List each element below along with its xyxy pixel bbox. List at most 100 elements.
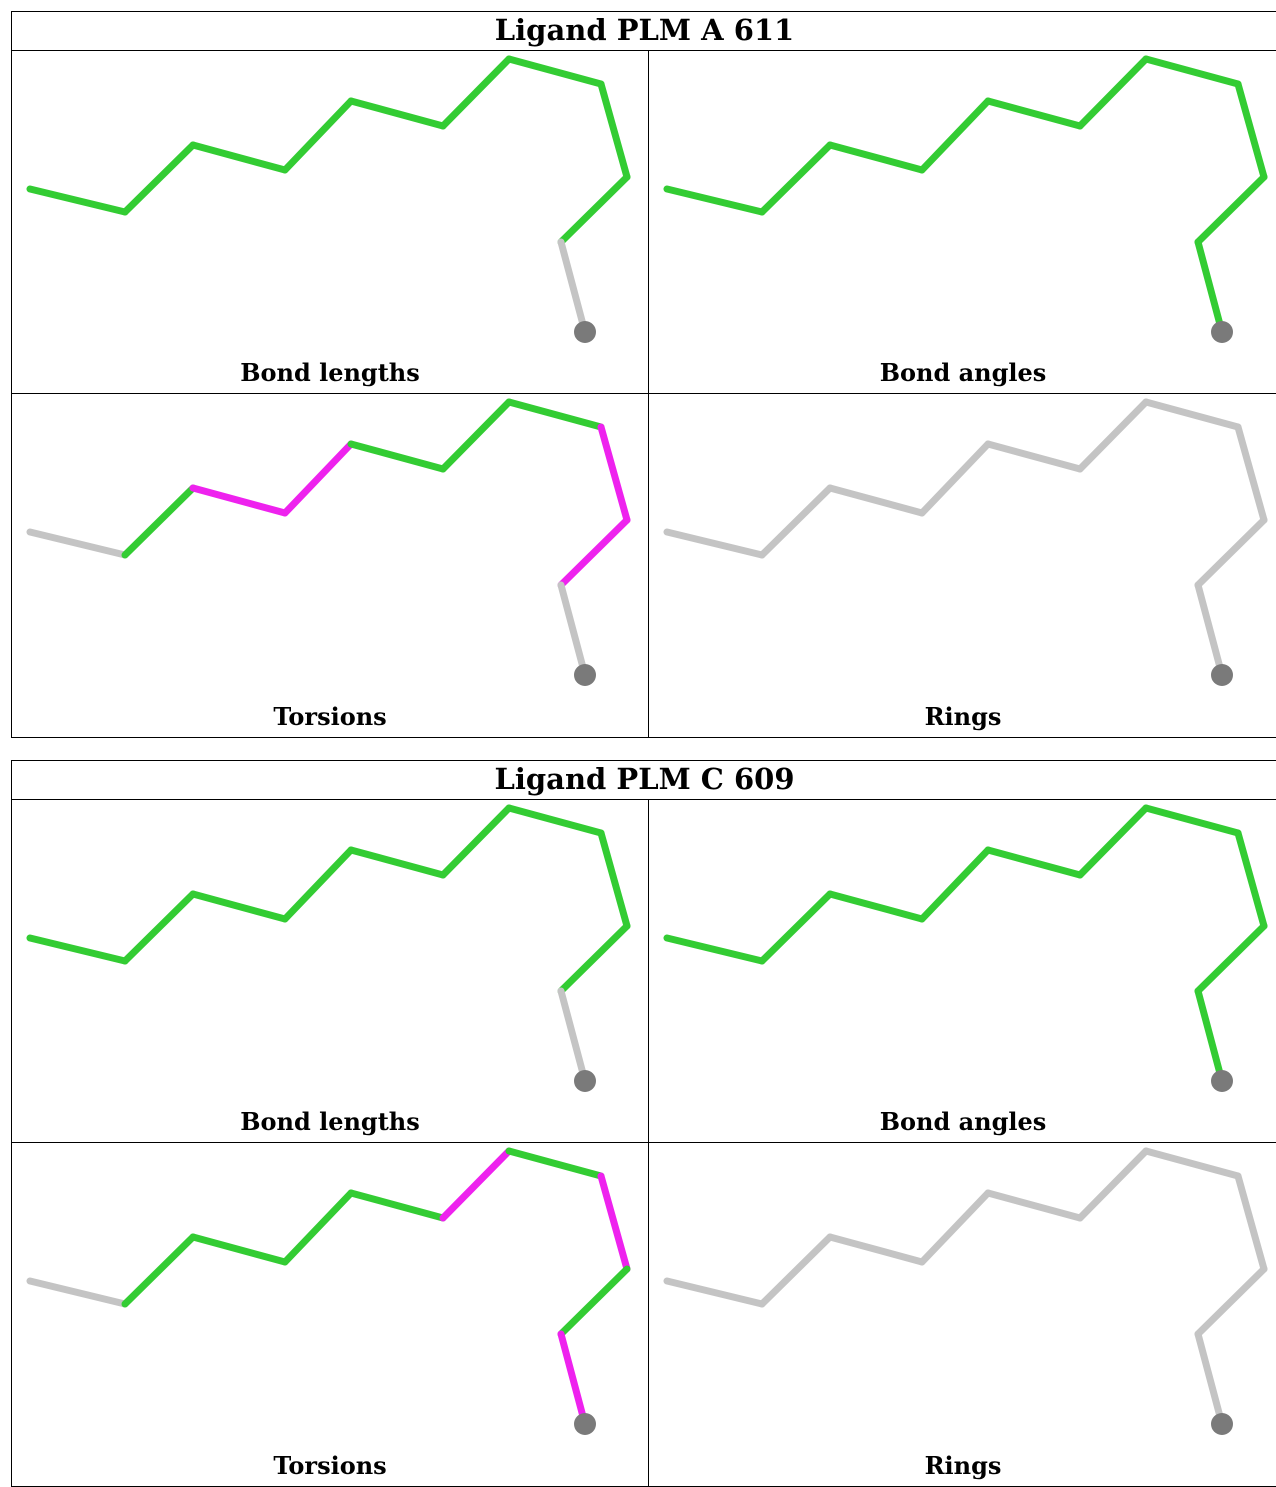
bond-5 — [984, 440, 1084, 473]
bond-4 — [281, 440, 355, 517]
molecule-view — [26, 1147, 631, 1435]
bond-4 — [918, 1189, 992, 1266]
bond-9 — [1194, 922, 1268, 995]
bond-10 — [557, 581, 589, 679]
bond-4 — [918, 846, 992, 923]
bond-5 — [347, 97, 447, 130]
bond-1 — [663, 1277, 766, 1308]
bond-2 — [121, 890, 197, 965]
molecule-view — [663, 55, 1268, 343]
bond-8 — [597, 80, 631, 181]
bond-8 — [597, 1172, 631, 1273]
bond-10 — [1194, 987, 1226, 1085]
bond-8 — [1234, 423, 1268, 524]
bond-5 — [347, 846, 447, 879]
bond-2 — [121, 484, 197, 559]
bond-9 — [1194, 516, 1268, 589]
bond-7 — [505, 804, 605, 837]
bond-7 — [1142, 55, 1242, 88]
bond-3 — [189, 141, 289, 174]
molecule-view — [26, 804, 631, 1092]
bond-10 — [557, 238, 589, 336]
bond-6 — [439, 804, 513, 879]
terminal-atom — [1211, 321, 1233, 343]
bond-4 — [918, 440, 992, 517]
ligand-table-2: Ligand PLM C 609 Bond lengths Bond angle… — [11, 760, 1276, 1487]
bond-4 — [281, 1189, 355, 1266]
bond-9 — [557, 173, 631, 246]
terminal-atom — [1211, 1413, 1233, 1435]
bond-6 — [439, 398, 513, 473]
ligand-title: Ligand PLM C 609 — [12, 761, 1276, 800]
bond-3 — [189, 1233, 289, 1266]
molecule-view — [663, 804, 1268, 1092]
panel-label: Bond angles — [879, 1107, 1047, 1136]
terminal-atom — [574, 1413, 596, 1435]
panel-label: Rings — [924, 702, 1002, 731]
molecule-view — [26, 55, 631, 343]
bond-10 — [1194, 238, 1226, 336]
terminal-atom — [1211, 1070, 1233, 1092]
bond-2 — [758, 484, 834, 559]
bond-10 — [557, 987, 589, 1085]
bond-9 — [557, 516, 631, 589]
bond-7 — [1142, 1147, 1242, 1180]
bond-10 — [1194, 581, 1226, 679]
bond-1 — [663, 528, 766, 559]
terminal-atom — [574, 664, 596, 686]
molecule-view — [26, 398, 631, 686]
bond-6 — [1076, 804, 1150, 879]
bond-10 — [557, 1330, 589, 1428]
panel-rings: Rings — [649, 1143, 1276, 1487]
panel-label: Bond lengths — [240, 358, 420, 387]
bond-5 — [984, 846, 1084, 879]
ligand-title: Ligand PLM A 611 — [12, 12, 1276, 51]
bond-4 — [281, 97, 355, 174]
panel-rings: Rings — [649, 394, 1276, 738]
bond-1 — [663, 185, 766, 216]
bond-8 — [597, 829, 631, 930]
bond-9 — [1194, 1265, 1268, 1338]
bond-10 — [1194, 1330, 1226, 1428]
bond-2 — [121, 141, 197, 216]
panel-label: Bond angles — [879, 358, 1047, 387]
panel-bond-angles: Bond angles — [649, 51, 1276, 394]
bond-7 — [1142, 804, 1242, 837]
bond-3 — [189, 890, 289, 923]
bond-7 — [1142, 398, 1242, 431]
bond-1 — [26, 528, 129, 559]
panel-torsions: Torsions — [12, 1143, 649, 1487]
bond-2 — [758, 141, 834, 216]
bond-2 — [121, 1233, 197, 1308]
bond-6 — [439, 55, 513, 130]
bond-6 — [1076, 55, 1150, 130]
bond-7 — [505, 398, 605, 431]
bond-2 — [758, 1233, 834, 1308]
bond-4 — [281, 846, 355, 923]
bond-6 — [1076, 1147, 1150, 1222]
bond-3 — [826, 141, 926, 174]
bond-2 — [758, 890, 834, 965]
bond-3 — [826, 484, 926, 517]
bond-1 — [26, 185, 129, 216]
terminal-atom — [574, 321, 596, 343]
panel-bond-lengths: Bond lengths — [12, 51, 649, 394]
bond-3 — [189, 484, 289, 517]
bond-6 — [1076, 398, 1150, 473]
panel-bond-angles: Bond angles — [649, 800, 1276, 1143]
bond-1 — [663, 934, 766, 965]
terminal-atom — [1211, 664, 1233, 686]
bond-6 — [439, 1147, 513, 1222]
bond-7 — [505, 1147, 605, 1180]
bond-1 — [26, 934, 129, 965]
bond-9 — [557, 1265, 631, 1338]
molecule-view — [663, 1147, 1268, 1435]
bond-1 — [26, 1277, 129, 1308]
bond-9 — [1194, 173, 1268, 246]
ligand-table-1: Ligand PLM A 611 Bond lengths Bond angle… — [11, 11, 1276, 738]
panel-torsions: Torsions — [12, 394, 649, 738]
panel-grid: Bond lengths Bond angles Torsions Rings — [12, 800, 1276, 1487]
panel-grid: Bond lengths Bond angles Torsions Rings — [12, 51, 1276, 738]
bond-5 — [347, 1189, 447, 1222]
bond-5 — [984, 1189, 1084, 1222]
